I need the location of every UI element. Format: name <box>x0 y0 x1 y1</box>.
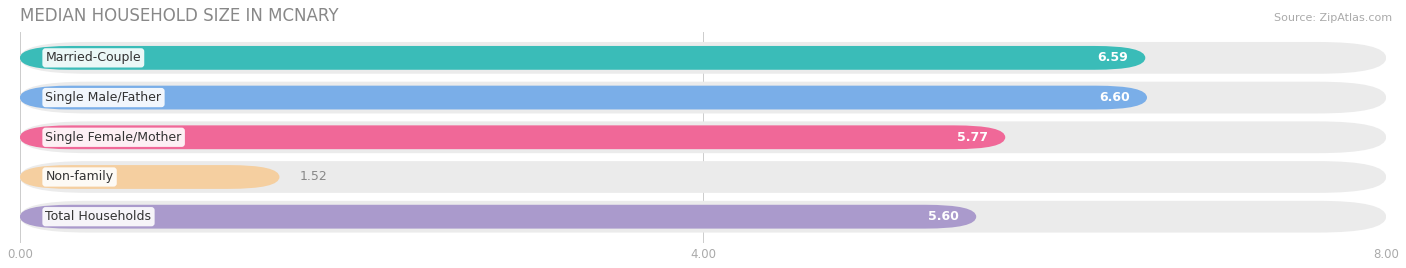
Text: 5.60: 5.60 <box>928 210 959 223</box>
FancyBboxPatch shape <box>20 82 1386 113</box>
Text: 6.59: 6.59 <box>1098 51 1128 64</box>
FancyBboxPatch shape <box>20 165 280 189</box>
Text: MEDIAN HOUSEHOLD SIZE IN MCNARY: MEDIAN HOUSEHOLD SIZE IN MCNARY <box>20 7 339 25</box>
Text: Total Households: Total Households <box>45 210 152 223</box>
Text: 6.60: 6.60 <box>1099 91 1130 104</box>
Text: 5.77: 5.77 <box>957 131 988 144</box>
Text: Source: ZipAtlas.com: Source: ZipAtlas.com <box>1274 13 1392 23</box>
Text: Non-family: Non-family <box>45 170 114 184</box>
FancyBboxPatch shape <box>20 46 1146 70</box>
FancyBboxPatch shape <box>20 205 976 229</box>
Text: Single Male/Father: Single Male/Father <box>45 91 162 104</box>
FancyBboxPatch shape <box>20 86 1147 110</box>
Text: 1.52: 1.52 <box>299 170 328 184</box>
Text: Single Female/Mother: Single Female/Mother <box>45 131 181 144</box>
Text: Married-Couple: Married-Couple <box>45 51 141 64</box>
FancyBboxPatch shape <box>20 201 1386 233</box>
FancyBboxPatch shape <box>20 161 1386 193</box>
FancyBboxPatch shape <box>20 121 1386 153</box>
FancyBboxPatch shape <box>20 42 1386 74</box>
FancyBboxPatch shape <box>20 125 1005 149</box>
